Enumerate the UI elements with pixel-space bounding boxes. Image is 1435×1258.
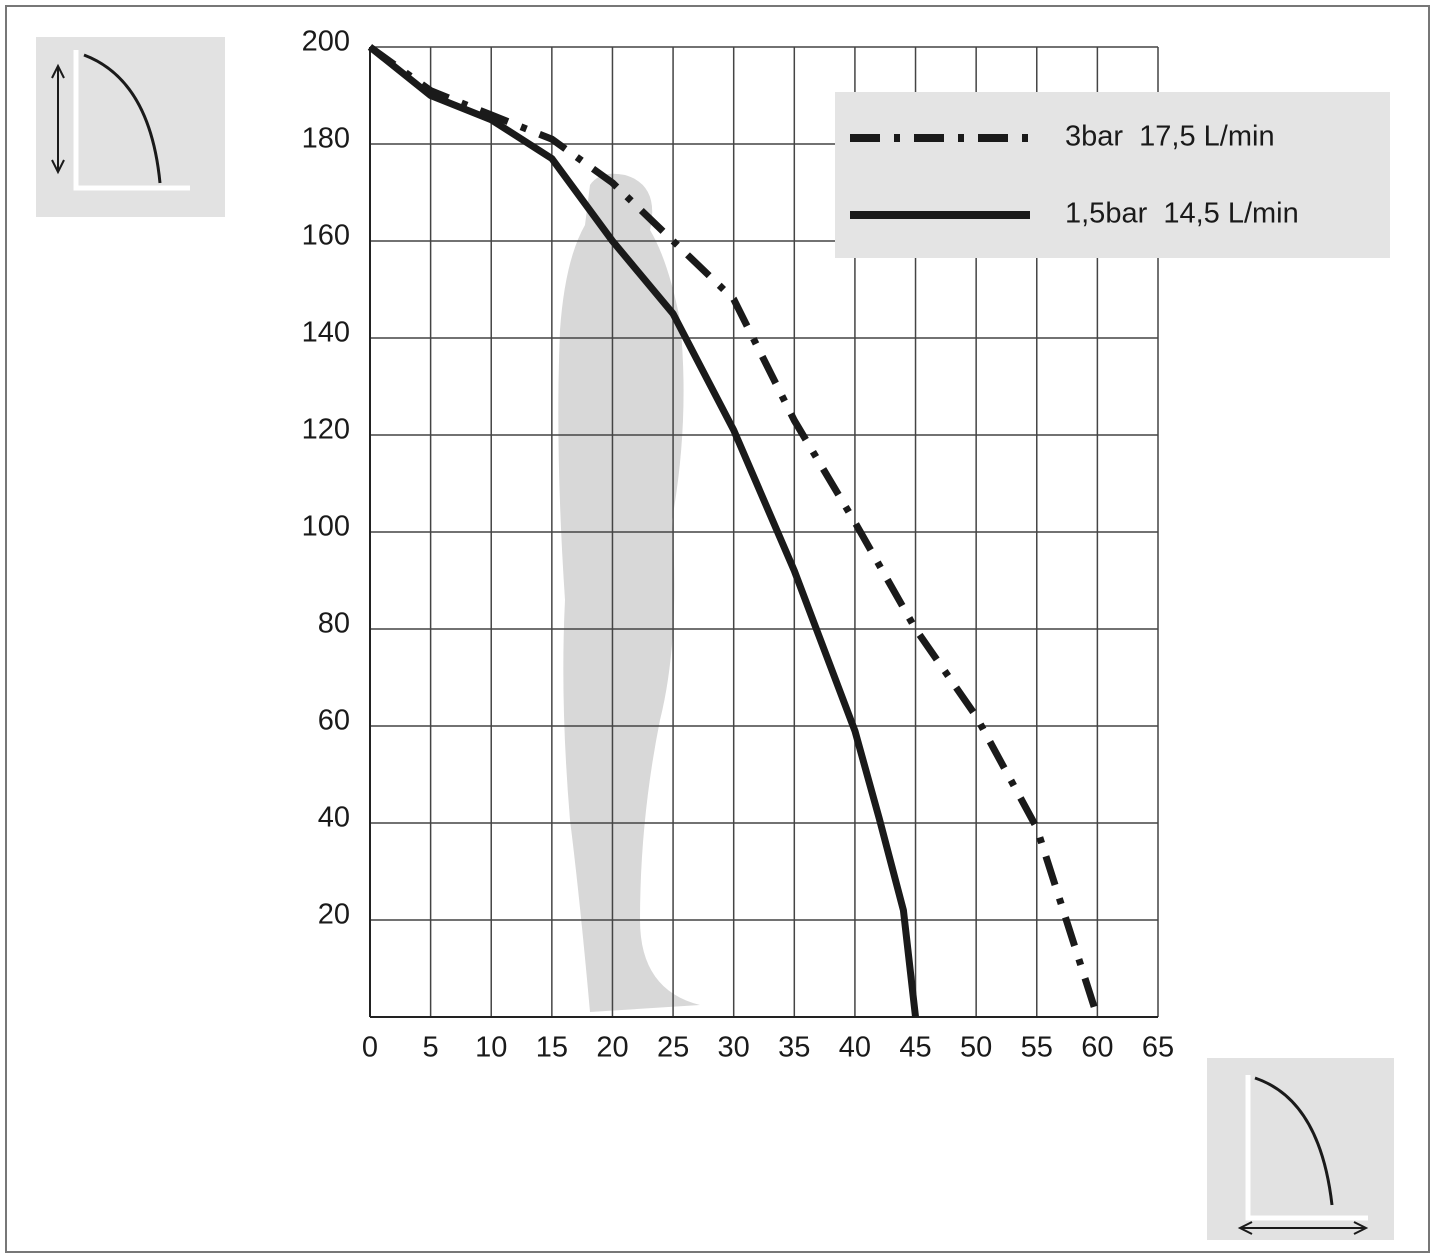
- y-tick-label: 20: [318, 899, 350, 931]
- x-tick-label: 10: [475, 1032, 507, 1064]
- legend-box: [835, 92, 1390, 258]
- x-tick-label: 20: [596, 1032, 628, 1064]
- x-tick-label: 5: [423, 1032, 439, 1064]
- x-tick-label: 40: [839, 1032, 871, 1064]
- x-tick-label: 45: [899, 1032, 931, 1064]
- series-line: [367, 44, 1101, 1019]
- plot-area: [558, 173, 700, 1012]
- x-tick-label: 30: [718, 1032, 750, 1064]
- y-tick-label: 160: [302, 220, 350, 252]
- page-frame: [5, 5, 1430, 1253]
- x-tick-label: 65: [1142, 1032, 1174, 1064]
- legend-label: 3bar 17,5 L/min: [1065, 121, 1275, 153]
- series-line: [367, 44, 920, 1018]
- x-tick-label: 25: [657, 1032, 689, 1064]
- x-tick-label: 60: [1081, 1032, 1113, 1064]
- y-tick-label: 60: [318, 705, 350, 737]
- x-tick-label: 55: [1021, 1032, 1053, 1064]
- icon-vertical: [36, 37, 225, 217]
- y-tick-label: 200: [302, 26, 350, 58]
- x-tick-label: 35: [778, 1032, 810, 1064]
- y-tick-label: 100: [302, 511, 350, 543]
- legend-label: 1,5bar 14,5 L/min: [1065, 198, 1299, 230]
- y-tick-label: 120: [302, 414, 350, 446]
- y-tick-label: 180: [302, 123, 350, 155]
- x-tick-label: 15: [536, 1032, 568, 1064]
- human-silhouette: [558, 173, 700, 1012]
- x-tick-label: 0: [362, 1032, 378, 1064]
- x-tick-label: 50: [960, 1032, 992, 1064]
- y-tick-label: 80: [318, 608, 350, 640]
- icon-horizontal: [1207, 1058, 1394, 1240]
- y-tick-label: 40: [318, 802, 350, 834]
- y-tick-label: 140: [302, 317, 350, 349]
